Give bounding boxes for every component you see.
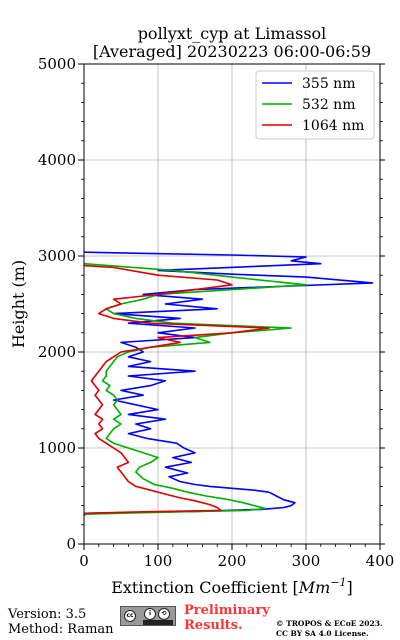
x-tick-label: 0 bbox=[79, 552, 89, 570]
y-tick-label: 0 bbox=[66, 535, 76, 553]
cc-icon: cc bbox=[124, 610, 136, 622]
x-axis-label-exponent: −1 bbox=[330, 576, 346, 589]
y-tick-label: 3000 bbox=[38, 247, 76, 265]
series-line-532-nm bbox=[83, 262, 307, 515]
license-line-2: CC BY SA 4.0 License. bbox=[276, 629, 369, 638]
extinction-profile-chart: pollyxt_cyp at Limassol [Averaged] 20230… bbox=[9, 24, 395, 597]
legend: 355 nm 532 nm 1064 nm bbox=[255, 70, 375, 140]
x-axis-label: Extinction Coefficient [Mm−1] bbox=[111, 576, 353, 597]
y-axis-label: Height (m) bbox=[9, 260, 28, 348]
license-strip bbox=[143, 620, 173, 625]
x-tick-label: 300 bbox=[292, 552, 321, 570]
x-axis-label-unit: Mm bbox=[298, 578, 331, 597]
legend-label: 532 nm bbox=[302, 97, 355, 113]
y-tick-label: 1000 bbox=[38, 439, 76, 457]
legend-box bbox=[255, 70, 375, 140]
license-line-1: © TROPOS & ECoE 2023. bbox=[276, 619, 383, 628]
legend-label: 355 nm bbox=[302, 76, 355, 92]
y-tick-label: 2000 bbox=[38, 343, 76, 361]
chart-title: pollyxt_cyp at Limassol bbox=[138, 24, 327, 43]
license-notice: © TROPOS & ECoE 2023. CC BY SA 4.0 Licen… bbox=[276, 619, 383, 639]
chart-subtitle: [Averaged] 20230223 06:00-06:59 bbox=[93, 42, 371, 61]
x-tick-label: 200 bbox=[218, 552, 247, 570]
cc-license-logo: cc i ⟲ bbox=[120, 606, 176, 626]
data-series bbox=[83, 251, 374, 516]
series-line-355-nm bbox=[83, 251, 374, 516]
preliminary-line-1: Preliminary bbox=[184, 603, 270, 618]
y-tick-label: 5000 bbox=[38, 55, 76, 73]
version-label: Version: 3.5 bbox=[8, 607, 87, 622]
y-tick-label: 4000 bbox=[38, 151, 76, 169]
x-tick-label: 100 bbox=[144, 552, 173, 570]
x-tick-label: 400 bbox=[366, 552, 395, 570]
x-axis-label-close: ] bbox=[347, 578, 353, 597]
grid-lines bbox=[84, 64, 380, 544]
by-icon: i bbox=[144, 608, 156, 620]
preliminary-notice: Preliminary Results. bbox=[184, 603, 270, 633]
series-line-1064-nm bbox=[83, 264, 270, 515]
sa-icon: ⟲ bbox=[158, 608, 170, 620]
legend-label: 1064 nm bbox=[302, 118, 364, 134]
method-label: Method: Raman bbox=[8, 622, 114, 637]
x-axis-label-text: Extinction Coefficient [ bbox=[111, 578, 299, 597]
preliminary-line-2: Results. bbox=[184, 618, 243, 633]
